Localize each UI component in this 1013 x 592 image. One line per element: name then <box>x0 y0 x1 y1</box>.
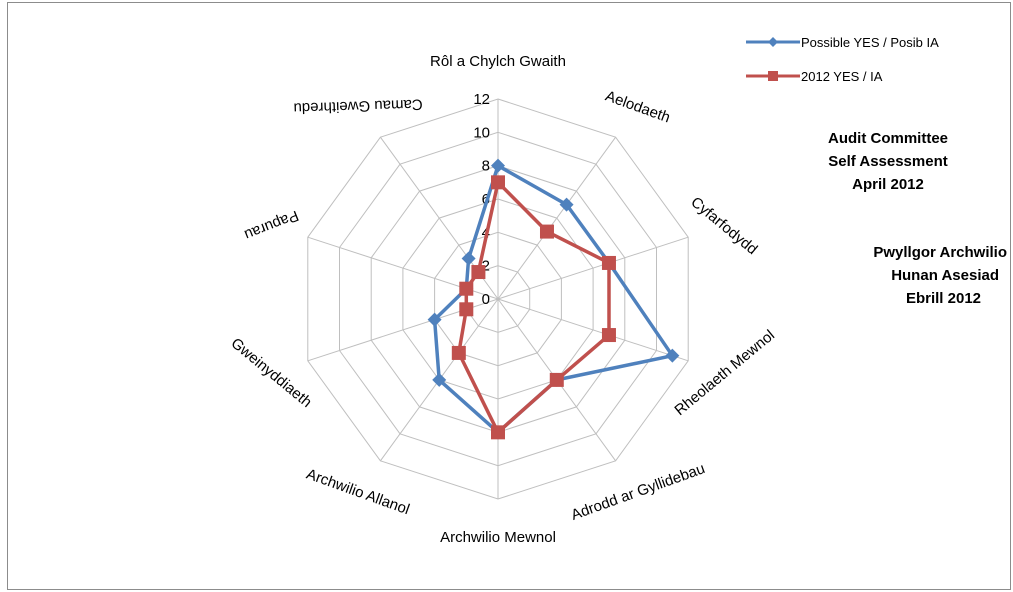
category-labels: Rôl a Chylch Gwaith Aelodaeth Cyfarfodydd R… <box>228 53 778 546</box>
legend-marker-possible <box>768 37 778 47</box>
radial-tick-label: 10 <box>473 124 490 141</box>
data-point <box>491 175 505 190</box>
category-label: Aelodaeth <box>603 88 672 127</box>
legend-marker-2012 <box>768 71 778 81</box>
radial-tick-label: 0 <box>482 291 490 308</box>
radar-spoke <box>497 298 689 362</box>
series-line <box>432 163 675 435</box>
legend-label-possible: Possible YES / Posib IA <box>801 35 939 50</box>
series-layer <box>427 158 680 440</box>
category-label: Gweinyddiaeth <box>228 335 315 411</box>
legend-entry-possible: Possible YES / Posib IA <box>746 35 939 50</box>
category-label: Rôl a Chylch Gwaith <box>430 53 566 70</box>
data-point <box>461 251 476 266</box>
data-point <box>601 255 616 270</box>
data-point <box>451 345 466 360</box>
radar-spoke <box>497 236 689 300</box>
category-label: Rheolaeth Mewnol <box>671 327 778 419</box>
data-point <box>491 158 505 173</box>
category-label: Cyfarfodydd <box>688 194 761 259</box>
data-point <box>665 348 680 363</box>
annotation-english-line-2: Self Assessment <box>828 153 948 170</box>
annotation-welsh-line-1: Pwyllgor Archwilio <box>873 244 1007 261</box>
data-point <box>427 312 442 327</box>
legend-entry-2012: 2012 YES / IA <box>746 69 883 84</box>
radial-tick-label: 12 <box>473 91 490 108</box>
data-point <box>601 328 616 343</box>
data-point <box>459 281 474 296</box>
data-point <box>491 425 505 440</box>
radar-spoke <box>497 136 617 300</box>
data-point <box>471 265 486 280</box>
annotation-english-line-1: Audit Committee <box>828 130 948 147</box>
category-label: Papurau <box>242 207 301 244</box>
radial-tick-label: 8 <box>482 158 490 175</box>
annotation-welsh-line-2: Hunan Asesiad <box>891 267 999 284</box>
data-point <box>459 302 474 317</box>
legend-label-2012: 2012 YES / IA <box>801 69 883 84</box>
category-label: Archwilio Mewnol <box>440 529 556 546</box>
category-label: Camau Gweithredu <box>293 95 423 116</box>
data-point <box>432 372 447 387</box>
annotation-welsh-line-3: Ebrill 2012 <box>906 290 981 307</box>
data-point <box>539 224 554 239</box>
data-point <box>559 197 574 212</box>
annotation-welsh: Pwyllgor Archwilio Hunan Asesiad Ebrill … <box>873 244 1007 307</box>
series-1 <box>451 175 616 440</box>
radial-tick-label: 2 <box>482 258 490 275</box>
annotation-english: Audit Committee Self Assessment April 20… <box>828 130 948 193</box>
data-point <box>549 372 564 387</box>
category-label: Archwilio Allanol <box>304 466 412 519</box>
legend: Possible YES / Posib IA 2012 YES / IA <box>746 35 939 84</box>
annotation-english-line-3: April 2012 <box>852 176 924 193</box>
chart-frame: 0 2 4 6 8 10 12 Rôl a Chylch Gwaith Aelodaeth Cy… <box>7 2 1011 590</box>
